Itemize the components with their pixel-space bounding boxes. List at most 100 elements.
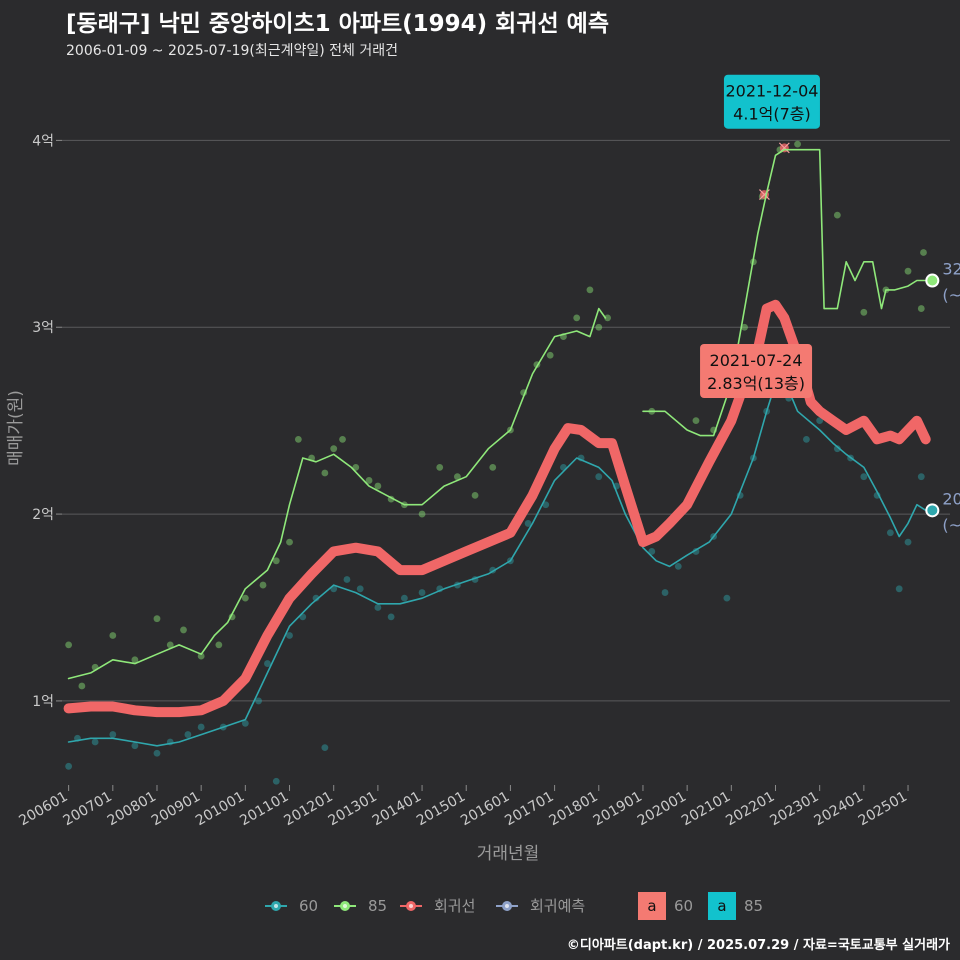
- point-85: [153, 615, 161, 623]
- point-85: [917, 305, 925, 312]
- point-85: [418, 510, 426, 518]
- x-tick-label: 201501: [414, 789, 468, 830]
- point-85: [860, 308, 868, 316]
- y-tick-label: 3억: [32, 320, 54, 336]
- point-60: [723, 594, 731, 602]
- legend-key-center: [274, 904, 278, 908]
- point-85: [586, 286, 594, 294]
- point-60: [91, 738, 99, 746]
- x-tick-label: 201901: [591, 789, 645, 830]
- point-60: [374, 604, 382, 611]
- point-85: [259, 581, 267, 589]
- x-tick-label: 201801: [546, 789, 600, 830]
- point-60: [312, 594, 320, 602]
- legend-label: 85: [368, 897, 387, 915]
- y-tick-label: 2억: [32, 507, 54, 523]
- point-60: [860, 473, 868, 481]
- x-tick-label: 201301: [326, 789, 380, 830]
- scatter-points: [65, 118, 927, 785]
- end-label-value: 32,500: [942, 260, 960, 279]
- point-60: [400, 594, 408, 602]
- point-60: [241, 719, 249, 727]
- point-60: [886, 529, 894, 537]
- point-60: [109, 731, 117, 738]
- point-85: [109, 632, 117, 639]
- point-85: [321, 469, 329, 477]
- point-60: [184, 731, 192, 738]
- x-tick-label: 201701: [502, 789, 556, 830]
- point-85: [604, 314, 612, 322]
- point-60: [264, 660, 271, 667]
- series-line-회귀선: [63, 299, 931, 718]
- point-60: [131, 742, 139, 750]
- end-point: [925, 273, 940, 288]
- annotation-date: 2021-12-04: [725, 82, 818, 101]
- point-60: [833, 445, 841, 453]
- legend-key-center: [409, 904, 413, 908]
- end-point: [925, 503, 940, 518]
- point-60: [816, 417, 824, 425]
- point-60: [343, 576, 351, 583]
- point-60: [387, 613, 395, 621]
- point-85: [78, 682, 86, 690]
- point-60: [153, 749, 161, 757]
- y-tick-label: 4억: [32, 133, 54, 149]
- point-85: [241, 594, 249, 602]
- y-axis-ticks: 1억 2억 3억 4억: [32, 133, 62, 710]
- end-label-area: (~85㎡): [942, 286, 960, 305]
- x-tick-label: 202301: [767, 789, 821, 830]
- series-line-60: [67, 378, 927, 747]
- point-85: [374, 482, 382, 490]
- annotation-box: [723, 74, 820, 129]
- point-85: [489, 463, 497, 471]
- series-line-85: [642, 148, 927, 437]
- legend-box-label: 60: [674, 897, 693, 915]
- x-tick-label: 200801: [105, 789, 159, 830]
- point-85: [352, 463, 360, 471]
- x-tick-label: 200901: [149, 789, 203, 830]
- annotation-box: [700, 344, 813, 398]
- end-label-area: (~60㎡): [942, 515, 960, 534]
- x-tick-label: 202001: [635, 789, 689, 830]
- annotation-value: 2.83억(13층): [707, 374, 805, 393]
- y-axis-title: 매매가(원): [6, 390, 26, 466]
- point-85: [920, 249, 927, 256]
- point-60: [65, 762, 73, 770]
- source-caption: ©디아파트(dapt.kr) / 2025.07.29 / 자료=국토교통부 실…: [566, 938, 950, 953]
- series-line-85: [67, 307, 607, 680]
- point-85: [65, 641, 73, 649]
- point-60: [661, 589, 669, 596]
- y-tick-label: 1억: [32, 694, 54, 710]
- legend-box: [638, 892, 666, 920]
- legend-box-label: 85: [744, 897, 763, 915]
- point-85: [339, 435, 346, 443]
- chart-title: [동래구] 낙민 중앙하이츠1 아파트(1994) 회귀선 예측: [66, 11, 609, 37]
- point-85: [904, 267, 912, 275]
- point-60: [803, 435, 810, 443]
- point-85: [294, 435, 302, 443]
- series-lines: [63, 148, 931, 747]
- point-60: [595, 473, 603, 481]
- grid: [62, 139, 950, 702]
- point-85: [454, 473, 461, 481]
- point-60: [272, 777, 280, 785]
- legend-box: [708, 892, 736, 920]
- x-tick-label: 202201: [723, 789, 777, 830]
- point-60: [255, 697, 262, 705]
- point-85: [436, 463, 444, 471]
- x-tick-label: 201001: [193, 789, 247, 830]
- x-tick-label: 202501: [856, 789, 910, 830]
- chart-subtitle: 2006-01-09 ~ 2025-07-19(최근계약일) 전체 거래건: [66, 43, 398, 59]
- point-60: [418, 589, 426, 596]
- point-85: [573, 314, 581, 322]
- legend-key-center: [343, 904, 347, 908]
- point-85: [131, 656, 139, 664]
- x-tick-label: 201201: [281, 789, 335, 830]
- point-85: [833, 211, 841, 219]
- x-axis-ticks: 2006012007012008012009012010012011012012…: [16, 785, 910, 829]
- x-tick-label: 201601: [458, 789, 512, 830]
- point-60: [917, 473, 925, 481]
- legend-label: 60: [299, 897, 318, 915]
- point-85: [166, 641, 174, 649]
- legend-label: 회귀선: [434, 897, 475, 915]
